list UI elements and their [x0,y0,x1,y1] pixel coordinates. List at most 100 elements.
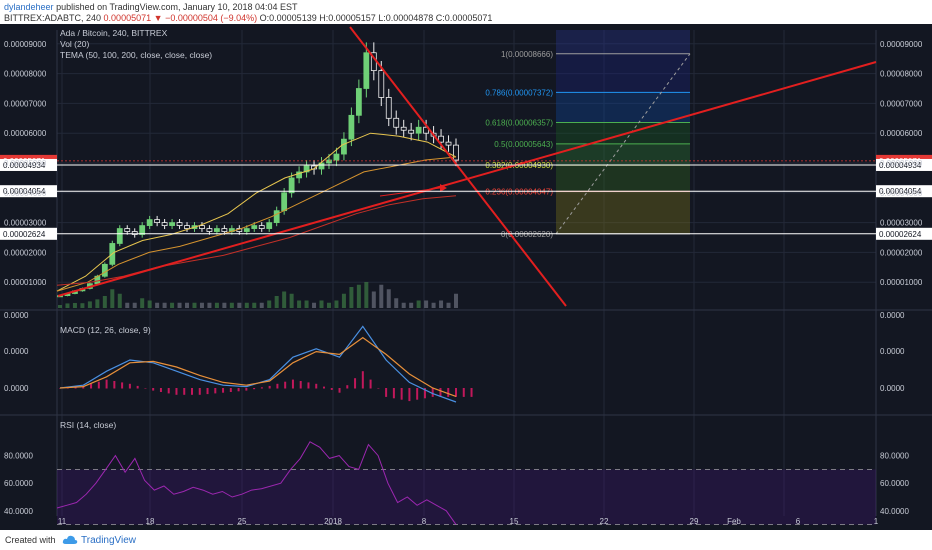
volume-bar-50 [431,302,436,308]
fib-zone-0 [556,53,690,93]
candle-body-27 [258,225,265,229]
macd-hist-32 [307,382,310,389]
y-tick-right-4: 0.00005000 [880,159,923,168]
candle-body-51 [438,135,444,143]
macd-hist-28 [276,383,279,389]
rsi-tick-left-2: 80.0000 [4,452,33,461]
pane-legends: Ada / Bitcoin, 240, BITTREX Vol (20) TEM… [60,28,212,430]
candle-body-29 [273,210,280,223]
price-box-text-2-1: 0.00004054 [879,187,922,196]
volume-bar-20 [207,302,212,308]
macd-hist-5 [97,381,100,389]
price-box-1-0 [0,158,57,171]
tradingview-link[interactable]: TradingView [81,535,137,546]
macd-hist-37 [346,385,349,389]
x-tick-1: 18 [146,517,155,526]
candle-body-46 [400,126,407,131]
candle-body-36 [326,159,332,164]
candle-body-48 [415,126,422,134]
y-tick-right-2: 0.00003000 [880,219,923,228]
y-tick-left-1: 0.00002000 [4,248,47,257]
rsi-tick-right-1: 60.0000 [880,479,909,488]
volume-bar-38 [341,293,346,308]
last-price: 0.00005071 [103,13,152,23]
candle-body-9 [124,228,131,232]
price-box-2-1 [876,185,932,198]
macd-hist-30 [291,379,294,389]
y-tick-right-6: 0.00007000 [880,99,923,108]
price-box-text-1-1: 0.00004934 [879,161,922,170]
volume-bar-46 [401,302,406,308]
volume-bar-44 [386,289,391,308]
candle-body-15 [169,222,175,226]
macd-tick-left-1: 0.0000 [4,347,29,356]
price-box-text-3-0: 0.00002624 [3,230,46,239]
fib-label-0.786: 0.786(0.00007372) [485,88,553,97]
macd-hist-53 [470,388,473,397]
tema-line-2 [56,195,457,286]
volume-bar-5 [95,299,100,308]
price-box-text-2-0: 0.00004054 [3,187,46,196]
macd-hist-34 [323,386,325,389]
volume-bar-27 [259,302,264,308]
macd-hist-6 [105,379,108,389]
macd-hist-24 [245,388,248,391]
candle-body-14 [161,222,168,226]
volume-bar-12 [147,300,152,308]
candle-body-47 [408,129,415,134]
candle-body-20 [206,228,213,232]
y-tick-left-2: 0.00003000 [4,219,47,228]
volume-bar-18 [192,302,197,308]
y-tick-right-1: 0.00002000 [880,248,923,257]
macd-hist-40 [369,379,372,389]
macd-hist-9 [128,383,131,389]
cloud-icon [62,535,78,544]
x-tick-end: 1 [874,517,879,526]
fib-label-0.382: 0.382(0.00004930) [485,161,553,170]
y-tick-left-6: 0.00007000 [4,99,47,108]
volume-bar-45 [394,298,399,308]
x-tick-9: Feb [727,517,741,526]
volume-bar-22 [222,302,227,308]
legend-title: Ada / Bitcoin, 240, BITTREX [60,28,168,38]
volume-bar-51 [439,300,444,308]
volume-bar-49 [424,300,429,308]
macd-hist-12 [152,388,155,391]
volume-bar-21 [214,302,219,308]
volume-bar-52 [446,302,451,308]
macd-hist-49 [439,388,442,397]
macd-hist-47 [423,388,426,399]
volume-bar-1 [65,303,70,308]
y-tick-right-5: 0.00006000 [880,129,923,138]
price-box-2-0 [0,185,57,198]
fib-zone-top [556,30,690,54]
x-tick-7: 22 [600,517,609,526]
candle-body-33 [303,165,310,173]
volume-bar-53 [454,293,458,308]
macd-hist-36 [338,388,341,393]
candle-body-28 [266,222,273,229]
candle-body-38 [341,138,347,155]
macd-pane: 0.0000 0.0000 0.0000 0.0000 0.0000 0.0000 [4,311,905,403]
macd-hist-21 [222,388,225,393]
y-tick-left-8: 0.00009000 [4,40,47,49]
legend-rsi: RSI (14, close) [60,420,116,430]
volume-bar-32 [297,300,302,308]
macd-hist-52 [462,388,465,397]
axes: 0.000050710.000050710.000049340.00004934… [0,40,932,526]
macd-hist-17 [191,388,193,395]
candle-body-41 [363,52,370,89]
macd-hist-0 [59,388,61,389]
macd-tick-right-2: 0.0000 [880,384,905,393]
macd-hist-35 [330,388,333,390]
symbol-line: BITTREX:ADABTC, 240 0.00005071 ▼ −0.0000… [4,13,492,23]
support-trendline [57,61,877,297]
chart-canvas[interactable]: 1(0.00008666) 0.786(0.00007372) 0.618(0.00… [0,24,932,530]
rsi-tick-right-2: 80.0000 [880,452,909,461]
fib-label-0.5: 0.5(0.00005643) [494,140,553,149]
author-link[interactable]: dylandeheer [4,2,54,12]
y-tick-left-7: 0.00008000 [4,70,47,79]
volume-bar-36 [326,302,331,308]
volume-bar-0 [58,305,62,308]
volume-bar-7 [110,289,115,308]
